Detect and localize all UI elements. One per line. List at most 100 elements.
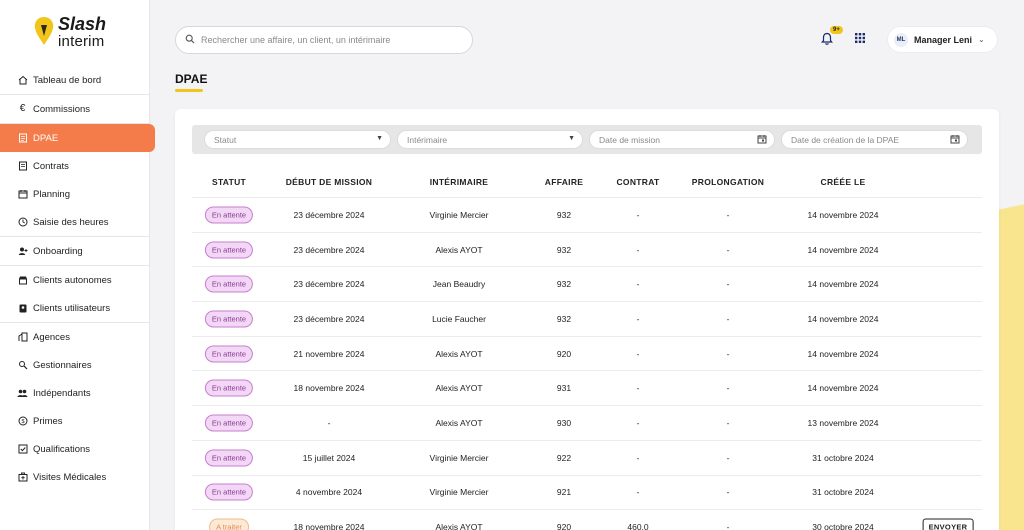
table-row[interactable]: En attente 23 décembre 2024 Lucie Faucher 9… (192, 302, 982, 337)
cell-prolongation: - (726, 417, 730, 428)
cell-start: 23 décembre 2024 (293, 209, 365, 220)
mission-date-filter[interactable]: Date de mission (589, 130, 775, 149)
cell-affaire: 930 (556, 417, 572, 428)
apps-grid-button[interactable] (853, 31, 867, 45)
sidebar-item-clients-autonomes[interactable]: Clients autonomes (0, 266, 150, 294)
medical-icon (17, 472, 28, 483)
notifications-button[interactable] (818, 30, 836, 48)
cell-contrat: - (636, 313, 640, 324)
column-header[interactable]: AFFAIRE (544, 177, 584, 187)
chevron-down-icon: ⌄ (978, 35, 985, 44)
column-header[interactable]: PROLONGATION (691, 177, 765, 187)
badge-icon (17, 303, 28, 314)
sidebar-item-label: DPAE (33, 132, 59, 144)
table-row[interactable]: En attente 15 juillet 2024 Virginie Mercie… (192, 441, 982, 476)
sidebar-item-qualifications[interactable]: Qualifications (0, 435, 150, 463)
sidebar-item-label: Gestionnaires (33, 359, 92, 371)
interimaire-filter[interactable]: Intérimaire ▼ (397, 130, 583, 149)
send-button[interactable]: ENVOYER (922, 518, 974, 530)
table-row[interactable]: En attente 23 décembre 2024 Alexis AYOT 932… (192, 233, 982, 268)
table-row[interactable]: En attente 23 décembre 2024 Virginie Merci… (192, 198, 982, 233)
table-row[interactable]: En attente 21 novembre 2024 Alexis AYOT 920… (192, 337, 982, 372)
sidebar-item-visites-medicales[interactable]: Visites Médicales (0, 463, 150, 491)
table-row[interactable]: En attente 23 décembre 2024 Jean Beaudry 93… (192, 267, 982, 303)
store-icon (17, 275, 28, 286)
cell-affaire: 932 (556, 209, 572, 220)
cell-created: 14 novembre 2024 (807, 244, 879, 255)
cell-created: 31 octobre 2024 (812, 452, 874, 463)
document-icon (17, 133, 28, 144)
sidebar-item-label: Clients autonomes (33, 274, 112, 286)
cell-worker: Alexis AYOT (435, 383, 483, 394)
cell-contrat: - (636, 209, 640, 220)
cell-worker: Virginie Mercier (429, 452, 489, 463)
search-input[interactable] (201, 35, 451, 45)
column-header[interactable]: STATUT (211, 177, 247, 187)
sidebar-item-independants[interactable]: Indépendants (0, 379, 150, 407)
column-header[interactable]: DÉBUT DE MISSION (285, 177, 373, 187)
sidebar-item-label: Commissions (33, 103, 91, 115)
status-filter[interactable]: Statut ▼ (204, 130, 391, 149)
brand-name: Slash (58, 14, 107, 34)
sidebar-item-agences[interactable]: Agences (0, 323, 150, 351)
column-header[interactable]: CONTRAT (616, 177, 660, 187)
sidebar-item-clients-utilisateurs[interactable]: Clients utilisateurs (0, 294, 150, 322)
table-row[interactable]: A traiter 18 novembre 2024 Alexis AYOT 920 4… (192, 510, 982, 530)
cell-prolongation: - (726, 487, 730, 498)
sidebar-item-dpae[interactable]: DPAE (0, 124, 155, 152)
cell-contrat: - (636, 417, 640, 428)
status-filter-label: Statut (214, 134, 237, 145)
cell-prolongation: - (726, 279, 730, 290)
table-body: En attente 23 décembre 2024 Virginie Merci… (192, 198, 982, 530)
sidebar-item-label: Primes (33, 415, 63, 427)
cell-start: 18 novembre 2024 (293, 383, 365, 394)
table-row[interactable]: En attente 18 novembre 2024 Alexis AYOT 931… (192, 371, 982, 407)
home-icon (17, 75, 28, 86)
status-badge: En attente (204, 483, 254, 501)
status-badge: En attente (204, 241, 254, 259)
cell-created: 13 novembre 2024 (807, 417, 879, 428)
brand-logo[interactable]: Slash interim (34, 14, 124, 54)
sidebar-item-label: Agences (33, 331, 70, 343)
cell-worker: Alexis AYOT (435, 348, 483, 359)
cell-prolongation: - (726, 452, 730, 463)
table-row[interactable]: En attente 4 novembre 2024 Virginie Mercie… (192, 476, 982, 511)
users-icon (17, 388, 28, 399)
sidebar-nav: Tableau de bord € Commissions DPAE Contr… (0, 66, 155, 491)
avatar: ML (894, 32, 908, 47)
table-row[interactable]: En attente - Alexis AYOT 930 - - 13 novembre 2… (192, 406, 982, 441)
column-header[interactable]: CRÉÉE LE (820, 177, 866, 187)
cell-contrat: - (636, 279, 640, 290)
cell-start: 4 novembre 2024 (295, 487, 363, 498)
logo-drop-icon (34, 17, 54, 45)
cell-created: 14 novembre 2024 (807, 348, 879, 359)
cell-prolongation: - (726, 209, 730, 220)
cell-contrat: - (636, 244, 640, 255)
interimaire-filter-label: Intérimaire (407, 134, 448, 145)
status-badge: En attente (204, 379, 254, 397)
page-title: DPAE (175, 72, 208, 86)
sidebar-item-onboarding[interactable]: Onboarding (0, 237, 150, 265)
creation-date-filter[interactable]: Date de création de la DPAE (781, 130, 968, 149)
manager-icon (17, 360, 28, 371)
search-bar[interactable] (175, 26, 473, 54)
sidebar-item-planning[interactable]: Planning (0, 180, 150, 208)
sidebar-item-primes[interactable]: $ Primes (0, 407, 150, 435)
cell-worker: Virginie Mercier (429, 487, 489, 498)
cell-affaire: 920 (556, 348, 572, 359)
cell-start: 21 novembre 2024 (293, 348, 365, 359)
column-header[interactable]: INTÉRIMAIRE (429, 177, 489, 187)
sidebar-item-commissions[interactable]: € Commissions (0, 95, 150, 123)
cell-prolongation: - (726, 522, 730, 530)
grid-icon (855, 33, 865, 43)
cell-created: 14 novembre 2024 (807, 313, 879, 324)
sidebar-item-label: Qualifications (33, 443, 91, 455)
cell-contrat: - (636, 348, 640, 359)
user-menu[interactable]: ML Manager Leni ⌄ (888, 27, 997, 52)
cell-start: 23 décembre 2024 (293, 313, 365, 324)
sidebar-item-saisie-des-heures[interactable]: Saisie des heures (0, 208, 150, 236)
sidebar-item-tableau-de-bord[interactable]: Tableau de bord (0, 66, 150, 94)
sidebar-item-contrats[interactable]: Contrats (0, 152, 150, 180)
status-badge: En attente (204, 275, 254, 293)
sidebar-item-gestionnaires[interactable]: Gestionnaires (0, 351, 150, 379)
